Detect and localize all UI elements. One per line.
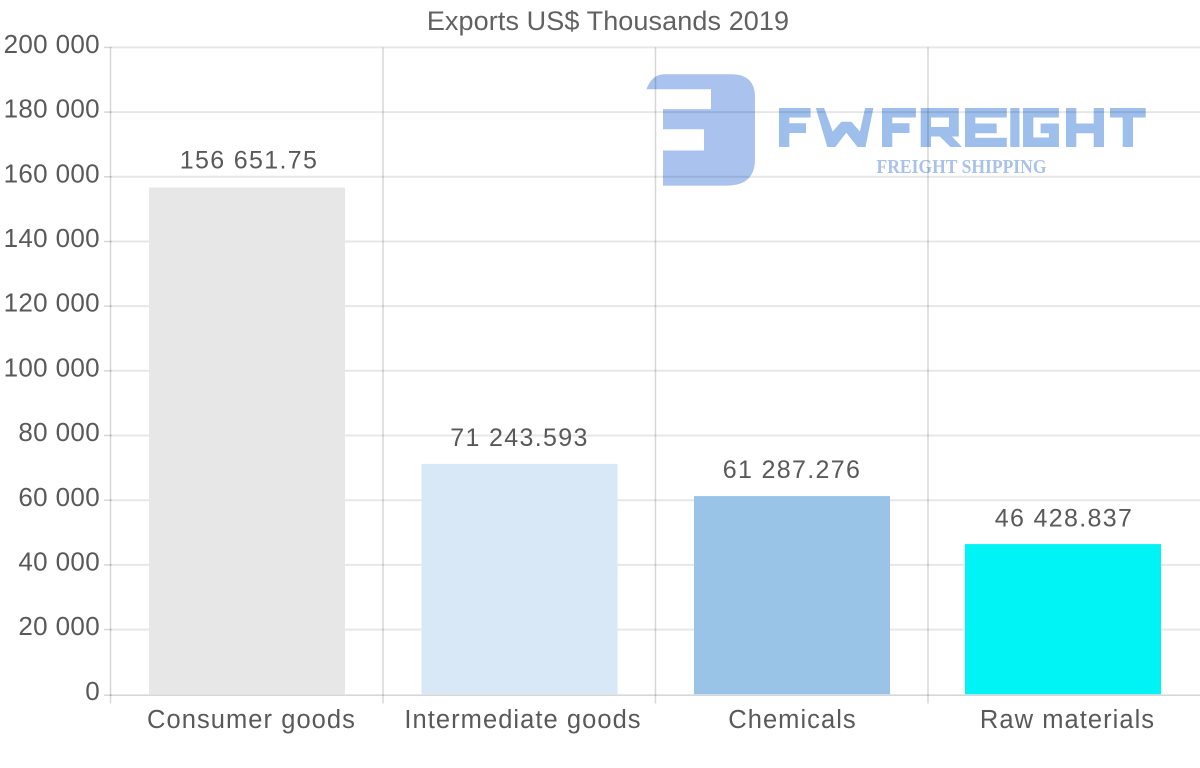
svg-text:40 000: 40 000	[18, 547, 100, 577]
svg-text:20 000: 20 000	[18, 611, 100, 641]
svg-text:160 000: 160 000	[4, 158, 100, 188]
svg-text:180 000: 180 000	[4, 94, 100, 124]
svg-text:61 287.276: 61 287.276	[723, 456, 862, 484]
svg-text:156 651.75: 156 651.75	[180, 147, 319, 175]
svg-text:100 000: 100 000	[4, 352, 100, 382]
svg-text:46 428.837: 46 428.837	[995, 504, 1134, 532]
svg-text:FREIGHT SHIPPING: FREIGHT SHIPPING	[877, 156, 1047, 178]
svg-text:0: 0	[85, 676, 100, 706]
svg-text:Intermediate goods: Intermediate goods	[404, 706, 641, 734]
svg-text:Raw materials: Raw materials	[980, 706, 1155, 734]
svg-text:71 243.593: 71 243.593	[450, 424, 589, 452]
svg-text:120 000: 120 000	[4, 288, 100, 318]
svg-text:60 000: 60 000	[18, 482, 100, 512]
svg-text:140 000: 140 000	[4, 223, 100, 253]
svg-text:Chemicals: Chemicals	[728, 706, 856, 734]
svg-text:Exports US$ Thousands 2019: Exports US$ Thousands 2019	[427, 6, 789, 36]
svg-text:200 000: 200 000	[4, 29, 100, 59]
svg-text:Consumer goods: Consumer goods	[147, 706, 356, 734]
svg-text:80 000: 80 000	[18, 417, 100, 447]
